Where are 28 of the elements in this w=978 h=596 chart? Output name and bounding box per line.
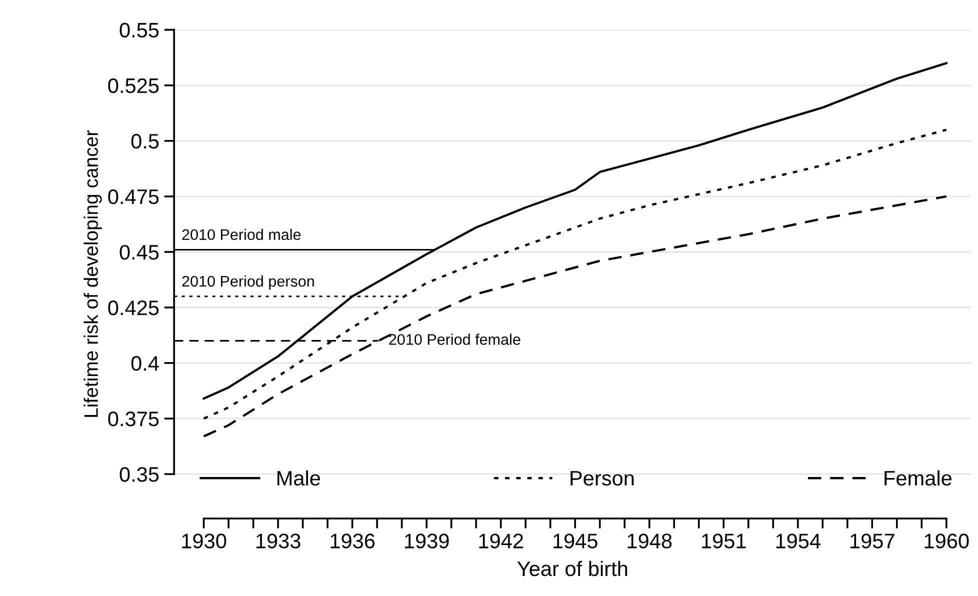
x-tick-label: 1933 — [256, 534, 300, 548]
y-tick-label: 0.375 — [108, 412, 159, 426]
y-tick-label: 0.45 — [120, 244, 159, 260]
legend-label: Female — [884, 470, 952, 486]
x-tick-label: 1957 — [850, 534, 894, 548]
ref-line-label: 2010 Period female — [389, 334, 520, 345]
y-tick-label: 0.4 — [131, 356, 159, 371]
x-tick-label: 1951 — [702, 534, 746, 548]
x-tick-label: 1945 — [554, 534, 598, 548]
x-tick-label: 1948 — [628, 534, 672, 548]
x-tick-label: 1939 — [404, 534, 449, 548]
y-tick-label: 0.5 — [131, 134, 159, 149]
x-tick-label: 1942 — [479, 534, 523, 548]
y-tick-label: 0.525 — [108, 78, 159, 94]
y-tick-label: 0.35 — [120, 467, 159, 482]
y-tick-label: 0.475 — [108, 189, 159, 204]
y-tick-label: 0.55 — [120, 22, 159, 38]
x-tick-label: 1936 — [330, 534, 375, 548]
legend-label: Person — [570, 471, 634, 486]
x-tick-label: 1960 — [924, 534, 969, 548]
y-axis-title: Lifetime risk of developing cancer — [84, 130, 102, 417]
y-tick-label: 0.425 — [108, 300, 159, 316]
ref-line-label: 2010 Period person — [182, 275, 314, 290]
x-axis-title: Year of birth — [517, 560, 628, 576]
x-tick-label: 1930 — [182, 534, 226, 548]
x-tick-label: 1954 — [776, 534, 820, 548]
legend-label: Male — [278, 470, 320, 486]
ref-line-label: 2010 Period male — [182, 228, 301, 240]
